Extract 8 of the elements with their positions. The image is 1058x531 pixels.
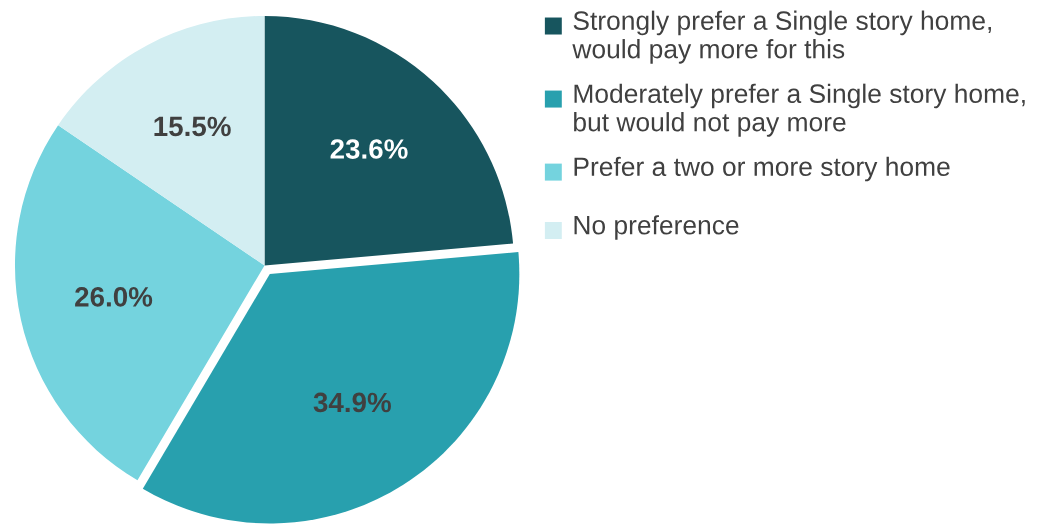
legend-label: Prefer a two or more story home [574, 156, 950, 182]
data-label: 15.5% [154, 116, 231, 137]
legend-label: Strongly prefer a Single story home, would pay more for this [572, 10, 991, 64]
legend-label: No preference [574, 215, 739, 240]
legend-label: Moderately prefer a Single story home, but would not pay more [574, 83, 1025, 137]
data-label: 26.0% [75, 287, 153, 307]
data-label: 34.9% [313, 392, 391, 413]
data-label: 23.6% [330, 139, 408, 159]
